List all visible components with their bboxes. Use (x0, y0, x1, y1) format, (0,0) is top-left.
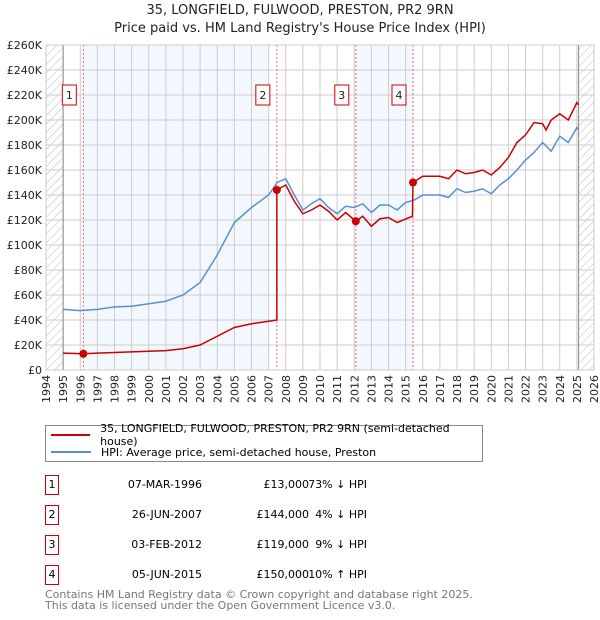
y-tick-label: £60K (14, 289, 43, 302)
sale-hpi: 9% ↓ HPI (315, 538, 367, 551)
hpi-line (63, 126, 580, 312)
x-tick-label: 2006 (246, 375, 259, 403)
x-tick-label: 2016 (417, 375, 430, 403)
sale-date: 26-JUN-2007 (131, 508, 202, 521)
sale-num: 3 (45, 535, 59, 555)
sale-label: 1 (66, 89, 73, 102)
x-tick-label: 2015 (400, 375, 413, 403)
shaded-band (83, 45, 269, 370)
x-tick-label: 2022 (520, 375, 533, 403)
x-tick-label: 2025 (571, 375, 584, 403)
x-tick-label: 2008 (280, 375, 293, 403)
sale-row: 1 07-MAR-1996 £13,000 73% ↓ HPI (45, 475, 445, 495)
sale-hpi: 73% ↓ HPI (308, 478, 367, 491)
x-tick-label: 1999 (126, 375, 139, 403)
y-tick-label: £80K (14, 264, 43, 277)
sale-row: 3 03-FEB-2012 £119,000 9% ↓ HPI (45, 535, 445, 555)
sale-date: 07-MAR-1996 (127, 478, 202, 491)
sale-label: 3 (338, 89, 345, 102)
footer-line: This data is licensed under the Open Gov… (45, 599, 396, 612)
chart-title: 35, LONGFIELD, FULWOOD, PRESTON, PR2 9RN (146, 3, 454, 18)
sale-label-box (61, 84, 77, 106)
y-tick-label: £120K (7, 214, 43, 227)
x-tick-label: 2020 (485, 375, 498, 403)
legend-item-hpi: HPI: Average price, semi-detached house,… (51, 444, 376, 460)
y-tick-label: £40K (14, 314, 43, 327)
sale-label-box (391, 84, 407, 106)
x-tick-label: 2011 (331, 375, 344, 403)
y-tick-label: £220K (7, 89, 43, 102)
legend-label: 35, LONGFIELD, FULWOOD, PRESTON, PR2 9RN… (100, 422, 450, 448)
sale-hpi: 10% ↑ HPI (308, 568, 367, 581)
x-tick-label: 1994 (40, 375, 53, 403)
y-tick-label: £160K (7, 164, 43, 177)
sale-num: 2 (45, 505, 59, 525)
sale-price: £119,000 (256, 538, 310, 551)
legend-swatch (51, 434, 91, 436)
x-tick-label: 2002 (177, 375, 190, 403)
x-tick-label: 2004 (211, 375, 224, 403)
sale-date: 03-FEB-2012 (131, 538, 202, 551)
x-tick-label: 2003 (194, 375, 207, 403)
x-tick-label: 2001 (160, 375, 173, 403)
y-tick-label: £240K (7, 64, 43, 77)
x-tick-label: 2024 (554, 375, 567, 403)
legend-label: HPI: Average price, semi-detached house,… (101, 445, 377, 459)
sale-row: 4 05-JUN-2015 £150,000 10% ↑ HPI (45, 565, 445, 585)
x-tick-label: 1996 (74, 375, 87, 403)
y-tick-label: £180K (7, 139, 43, 152)
sale-date: 05-JUN-2015 (131, 568, 202, 581)
footer-line: Contains HM Land Registry data © Crown c… (45, 588, 473, 601)
x-tick-label: 2007 (263, 375, 276, 403)
x-tick-label: 2014 (383, 375, 396, 403)
sale-label-box (255, 84, 271, 106)
sale-point (351, 217, 360, 226)
sale-price: £150,000 (256, 568, 310, 581)
sale-point (272, 186, 281, 194)
y-tick-label: £20K (14, 339, 43, 352)
chart-subtitle: Price paid vs. HM Land Registry's House … (114, 21, 486, 36)
x-tick-label: 2019 (468, 375, 481, 403)
x-tick-label: 1997 (91, 375, 104, 403)
sale-label: 4 (395, 89, 402, 102)
sale-num: 1 (45, 475, 59, 495)
legend: 35, LONGFIELD, FULWOOD, PRESTON, PR2 9RN… (45, 422, 483, 462)
y-tick-label: £140K (7, 189, 43, 202)
x-tick-label: 1998 (109, 375, 122, 403)
x-tick-label: 2023 (537, 375, 550, 403)
legend-swatch (51, 451, 91, 453)
sale-hpi: 4% ↓ HPI (315, 508, 367, 521)
plot-area: 1994 1995 1996 1997 1998 1999 2000 2001 2002 2003… (7, 39, 600, 403)
sale-point (408, 178, 417, 187)
x-tick-label: 2021 (502, 375, 515, 403)
x-tick-label: 2013 (365, 375, 378, 403)
x-tick-label: 1995 (57, 375, 70, 403)
plot-border (45, 44, 595, 371)
x-tick-label: 2017 (434, 375, 447, 403)
hatched-region (578, 45, 594, 370)
hatched-region (46, 45, 64, 370)
property-price-line (63, 101, 580, 355)
sale-price: £144,000 (256, 508, 310, 521)
y-tick-label: £260K (7, 39, 43, 52)
sale-point (79, 349, 88, 358)
x-tick-label: 2000 (143, 375, 156, 403)
y-tick-label: £0 (28, 364, 42, 377)
x-tick-label: 2005 (228, 375, 241, 403)
y-tick-label: £200K (7, 114, 43, 127)
sale-row: 2 26-JUN-2007 £144,000 4% ↓ HPI (45, 505, 445, 525)
sale-label: 2 (259, 89, 266, 102)
footer: Contains HM Land Registry data © Crown c… (45, 589, 473, 611)
y-tick-label: £100K (7, 239, 43, 252)
x-tick-label: 2018 (451, 375, 464, 403)
x-tick-label: 2010 (314, 375, 327, 403)
x-tick-label: 2009 (297, 375, 310, 403)
sale-price: £13,000 (263, 478, 310, 491)
legend-item-property: 35, LONGFIELD, FULWOOD, PRESTON, PR2 9RN… (51, 422, 482, 448)
x-tick-label: 2012 (348, 375, 361, 403)
sale-label-box (334, 84, 350, 106)
x-tick-label: 2026 (588, 375, 600, 403)
sale-num: 4 (45, 565, 59, 585)
